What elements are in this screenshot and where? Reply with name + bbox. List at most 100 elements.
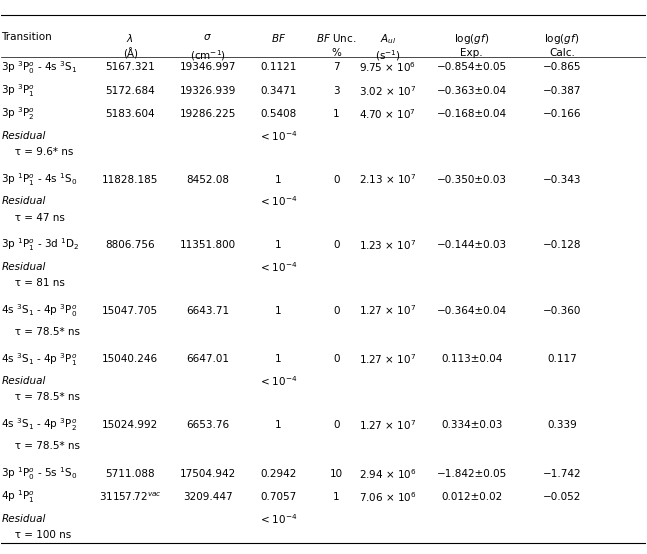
Text: −0.350±0.03: −0.350±0.03 [437,175,507,184]
Text: 4.70 × 10$^7$: 4.70 × 10$^7$ [360,107,417,121]
Text: −1.742: −1.742 [543,469,581,479]
Text: 15024.992: 15024.992 [102,420,159,430]
Text: 11351.800: 11351.800 [179,240,236,250]
Text: < 10$^{-4}$: < 10$^{-4}$ [259,512,297,526]
Text: 3p $^3$P$^o_1$: 3p $^3$P$^o_1$ [1,83,36,99]
Text: τ = 78.5* ns: τ = 78.5* ns [5,327,80,337]
Text: (cm$^{-1}$): (cm$^{-1}$) [190,48,226,63]
Text: 5167.321: 5167.321 [105,63,155,73]
Text: 0.117: 0.117 [547,355,576,365]
Text: 0.2942: 0.2942 [260,469,296,479]
Text: (s$^{-1}$): (s$^{-1}$) [375,48,400,63]
Text: 7.06 × 10$^6$: 7.06 × 10$^6$ [359,490,417,504]
Text: < 10$^{-4}$: < 10$^{-4}$ [259,375,297,388]
Text: Residual: Residual [1,514,46,524]
Text: log($gf$): log($gf$) [454,32,489,46]
Text: 7: 7 [333,63,340,73]
Text: 3.02 × 10$^7$: 3.02 × 10$^7$ [359,84,417,98]
Text: 8806.756: 8806.756 [105,240,155,250]
Text: τ = 9.6* ns: τ = 9.6* ns [5,147,73,157]
Text: < 10$^{-4}$: < 10$^{-4}$ [259,260,297,274]
Text: 3p $^1$P$^o_1$ - 4s $^1$S$_0$: 3p $^1$P$^o_1$ - 4s $^1$S$_0$ [1,171,78,188]
Text: 15040.246: 15040.246 [102,355,159,365]
Text: Residual: Residual [1,376,46,386]
Text: −0.364±0.04: −0.364±0.04 [437,305,507,316]
Text: 1: 1 [275,305,281,316]
Text: Residual: Residual [1,262,46,272]
Text: 6643.71: 6643.71 [186,305,229,316]
Text: −0.343: −0.343 [543,175,581,184]
Text: −0.052: −0.052 [543,492,581,502]
Text: 0.1121: 0.1121 [260,63,296,73]
Text: τ = 81 ns: τ = 81 ns [5,278,65,288]
Text: −0.144±0.03: −0.144±0.03 [437,240,507,250]
Text: −0.128: −0.128 [543,240,581,250]
Text: 3p $^3$P$^o_0$ - 4s $^3$S$_1$: 3p $^3$P$^o_0$ - 4s $^3$S$_1$ [1,59,78,76]
Text: $\lambda$: $\lambda$ [126,32,134,44]
Text: τ = 78.5* ns: τ = 78.5* ns [5,441,80,451]
Text: Calc.: Calc. [549,48,575,58]
Text: $BF$: $BF$ [271,32,286,44]
Text: 5183.604: 5183.604 [105,109,155,119]
Text: 3: 3 [333,86,340,96]
Text: 3p $^3$P$^o_2$: 3p $^3$P$^o_2$ [1,106,36,122]
Text: 10: 10 [330,469,343,479]
Text: −0.360: −0.360 [543,305,581,316]
Text: 0.012±0.02: 0.012±0.02 [441,492,502,502]
Text: 0.3471: 0.3471 [260,86,296,96]
Text: 15047.705: 15047.705 [102,305,159,316]
Text: Residual: Residual [1,196,46,206]
Text: τ = 100 ns: τ = 100 ns [5,530,71,540]
Text: Transition: Transition [1,32,52,42]
Text: 1.23 × 10$^7$: 1.23 × 10$^7$ [359,238,417,252]
Text: 1: 1 [275,240,281,250]
Text: 4s $^3$S$_1$ - 4p $^3$P$^o_1$: 4s $^3$S$_1$ - 4p $^3$P$^o_1$ [1,351,78,368]
Text: τ = 78.5* ns: τ = 78.5* ns [5,392,80,402]
Text: −0.387: −0.387 [543,86,581,96]
Text: 1: 1 [333,492,340,502]
Text: log($gf$): log($gf$) [544,32,580,46]
Text: −0.854±0.05: −0.854±0.05 [437,63,507,73]
Text: 8452.08: 8452.08 [186,175,229,184]
Text: 4s $^3$S$_1$ - 4p $^3$P$^o_0$: 4s $^3$S$_1$ - 4p $^3$P$^o_0$ [1,302,78,319]
Text: 2.94 × 10$^6$: 2.94 × 10$^6$ [359,467,417,480]
Text: Exp.: Exp. [461,48,483,58]
Text: 5172.684: 5172.684 [105,86,155,96]
Text: 4s $^3$S$_1$ - 4p $^3$P$^o_2$: 4s $^3$S$_1$ - 4p $^3$P$^o_2$ [1,417,78,433]
Text: 0: 0 [333,175,340,184]
Text: (Å): (Å) [123,48,138,60]
Text: < 10$^{-4}$: < 10$^{-4}$ [259,194,297,208]
Text: 3p $^1$P$^o_1$ - 3d $^1$D$_2$: 3p $^1$P$^o_1$ - 3d $^1$D$_2$ [1,237,80,253]
Text: 19286.225: 19286.225 [179,109,236,119]
Text: 0.334±0.03: 0.334±0.03 [441,420,502,430]
Text: 4p $^1$P$^o_1$: 4p $^1$P$^o_1$ [1,489,36,505]
Text: −0.865: −0.865 [543,63,581,73]
Text: 19326.939: 19326.939 [179,86,236,96]
Text: 2.13 × 10$^7$: 2.13 × 10$^7$ [359,173,417,187]
Text: 1.27 × 10$^7$: 1.27 × 10$^7$ [359,418,417,432]
Text: 31157.72$^{vac}$: 31157.72$^{vac}$ [99,491,162,503]
Text: < 10$^{-4}$: < 10$^{-4}$ [259,129,297,143]
Text: 1.27 × 10$^7$: 1.27 × 10$^7$ [359,352,417,366]
Text: 1.27 × 10$^7$: 1.27 × 10$^7$ [359,304,417,317]
Text: τ = 47 ns: τ = 47 ns [5,213,65,223]
Text: 3209.447: 3209.447 [182,492,232,502]
Text: 9.75 × 10$^6$: 9.75 × 10$^6$ [359,60,417,74]
Text: −1.842±0.05: −1.842±0.05 [437,469,507,479]
Text: −0.166: −0.166 [543,109,581,119]
Text: 0: 0 [333,305,340,316]
Text: 0: 0 [333,420,340,430]
Text: 1: 1 [275,355,281,365]
Text: 3p $^1$P$^o_0$ - 5s $^1$S$_0$: 3p $^1$P$^o_0$ - 5s $^1$S$_0$ [1,465,78,482]
Text: 1: 1 [275,420,281,430]
Text: 0.113±0.04: 0.113±0.04 [441,355,502,365]
Text: 0: 0 [333,240,340,250]
Text: Residual: Residual [1,131,46,141]
Text: 0.339: 0.339 [547,420,576,430]
Text: 6653.76: 6653.76 [186,420,229,430]
Text: 5711.088: 5711.088 [105,469,155,479]
Text: −0.168±0.04: −0.168±0.04 [437,109,507,119]
Text: 1: 1 [275,175,281,184]
Text: 1: 1 [333,109,340,119]
Text: $\sigma$: $\sigma$ [203,32,212,42]
